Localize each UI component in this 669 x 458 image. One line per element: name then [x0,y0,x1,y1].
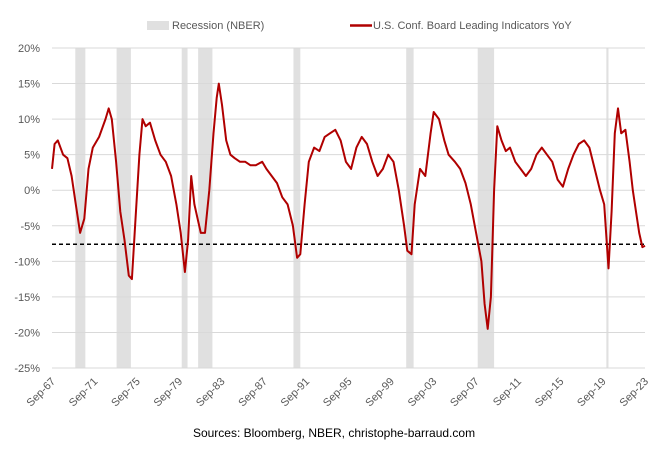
recession-band [477,48,495,368]
x-tick-label: Sep-79 [152,376,186,410]
recession-band [181,48,188,368]
x-axis-labels: Sep-67 Sep-71 Sep-75 Sep-79 Sep-83 Sep-87 Sep-… [25,376,652,410]
legend-swatch-recession [147,21,169,30]
y-tick-label: -20% [14,327,40,339]
y-axis-labels: 20% 15% 10% 5% 0% -5% -10% -15% -20% -25% [14,43,40,375]
x-tick-label: Sep-95 [321,376,355,410]
recession-band [293,48,301,368]
y-tick-label: -25% [14,363,40,375]
x-tick-label: Sep-19 [575,376,609,410]
x-tick-label: Sep-87 [236,376,270,410]
recession-band [406,48,414,368]
series-line-leading-indicators [51,82,646,330]
x-tick-label: Sep-99 [363,376,397,410]
x-tick-label: Sep-71 [67,376,101,410]
recession-bands [75,48,609,368]
recession-band [75,48,86,368]
y-tick-label: -5% [20,221,40,233]
y-tick-label: 5% [24,150,40,162]
recession-band [198,48,213,368]
y-tick-label: -15% [14,292,40,304]
x-tick-label: Sep-67 [25,376,59,410]
x-tick-label: Sep-91 [279,376,313,410]
x-tick-label: Sep-23 [618,376,652,410]
x-tick-label: Sep-15 [533,376,567,410]
legend: Recession (NBER) U.S. Conf. Board Leadin… [147,20,572,32]
y-tick-label: 15% [18,79,40,91]
y-tick-label: -10% [14,256,40,268]
legend-label-series: U.S. Conf. Board Leading Indicators YoY [373,20,572,32]
x-tick-label: Sep-03 [406,376,440,410]
y-tick-label: 20% [18,43,40,55]
y-tick-label: 10% [18,114,40,126]
gridlines [52,47,645,369]
y-tick-label: 0% [24,185,40,197]
source-note: Sources: Bloomberg, NBER, christophe-bar… [193,426,475,440]
recession-band [116,48,131,368]
x-tick-label: Sep-11 [491,376,524,409]
x-tick-label: Sep-75 [109,376,143,410]
legend-label-recession: Recession (NBER) [172,20,264,32]
x-tick-label: Sep-83 [194,376,228,410]
recession-band [606,48,609,368]
x-tick-label: Sep-07 [448,376,482,410]
